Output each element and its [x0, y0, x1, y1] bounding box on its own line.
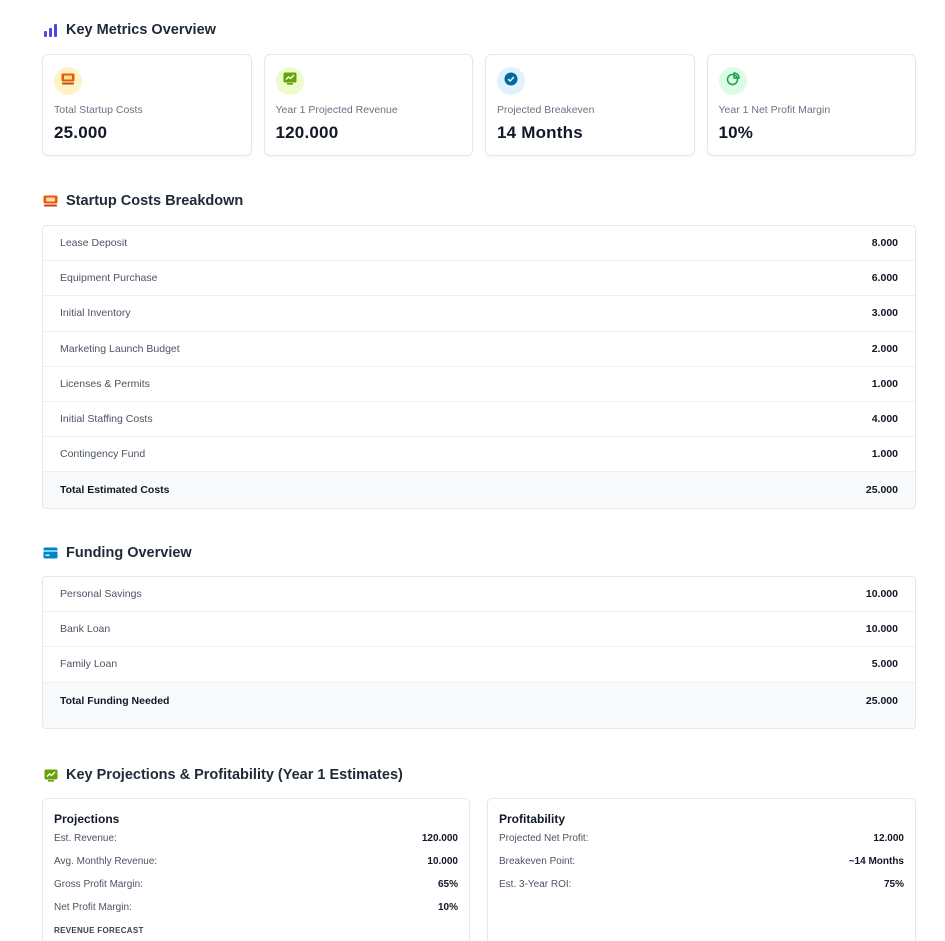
- startup-costs-table: Lease Deposit 8.000 Equipment Purchase 6.0…: [42, 225, 916, 509]
- profitability-panel: Profitability Projected Net Profit: 12.00…: [487, 798, 916, 941]
- row-value: 10.000: [865, 588, 898, 601]
- check-circle-icon: [504, 72, 518, 91]
- pie-chart-icon: [726, 71, 740, 91]
- row-value: 1.000: [871, 377, 898, 390]
- funding-table: Personal Savings 10.000 Bank Loan 10.000 F…: [42, 576, 916, 729]
- row-value: 5.000: [871, 658, 898, 671]
- cash-register-icon: [61, 72, 75, 90]
- cash-register-icon: [43, 194, 58, 209]
- startup-costs-heading: Startup Costs Breakdown: [43, 193, 243, 209]
- kv-value: 65%: [437, 879, 458, 890]
- metric-badge: [54, 67, 82, 95]
- row-label: Family Loan: [60, 658, 118, 671]
- projections-heading: Key Projections & Profitability (Year 1 …: [43, 767, 403, 783]
- row-label: Initial Inventory: [60, 307, 131, 320]
- metric-value: 14 Months: [497, 123, 583, 142]
- row-label: Lease Deposit: [60, 237, 128, 250]
- kv-key: Gross Profit Margin:: [54, 879, 143, 890]
- table-row: Licenses & Permits 1.000: [43, 367, 915, 402]
- kv-value: 120.000: [421, 833, 458, 844]
- metric-value: 120.000: [275, 123, 339, 142]
- startup-costs-title: Startup Costs Breakdown: [66, 193, 244, 209]
- kv-row: Breakeven Point: ~14 Months: [499, 856, 904, 879]
- kv-value: 75%: [883, 879, 904, 890]
- kv-row: Projected Net Profit: 12.000: [499, 833, 904, 856]
- projections-title: Key Projections & Profitability (Year 1 …: [66, 767, 403, 783]
- table-row: Family Loan 5.000: [43, 647, 915, 683]
- panel-heading: Profitability: [499, 812, 566, 826]
- kv-row: Est. Revenue: 120.000: [54, 833, 458, 856]
- row-value: 1.000: [871, 448, 898, 461]
- chart-up-icon: [43, 768, 58, 783]
- row-label: Personal Savings: [60, 588, 142, 601]
- total-label: Total Estimated Costs: [60, 483, 170, 496]
- total-label: Total Funding Needed: [60, 694, 170, 707]
- kv-key: Est. 3-Year ROI:: [499, 879, 572, 890]
- row-value: 6.000: [871, 272, 898, 285]
- row-value: 4.000: [871, 413, 898, 426]
- row-value: 8.000: [871, 237, 898, 250]
- funding-heading: Funding Overview: [43, 545, 192, 561]
- kv-key: Est. Revenue:: [54, 833, 117, 844]
- key-metrics-title: Key Metrics Overview: [66, 22, 216, 38]
- kv-row: Est. 3-Year ROI: 75%: [499, 879, 904, 902]
- panel-heading: Projections: [54, 812, 120, 826]
- metric-label: Projected Breakeven: [497, 104, 595, 116]
- kv-value: 12.000: [873, 833, 904, 844]
- projections-panel: Projections Est. Revenue: 120.000 Avg. Mo…: [42, 798, 470, 941]
- metric-card-startup-costs: Total Startup Costs 25.000: [42, 54, 252, 156]
- row-label: Contingency Fund: [60, 448, 146, 461]
- table-row: Initial Staffing Costs 4.000: [43, 402, 915, 438]
- kv-key: Breakeven Point:: [499, 856, 576, 867]
- row-value: 10.000: [865, 623, 898, 636]
- metric-label: Year 1 Net Profit Margin: [718, 104, 831, 116]
- metric-value: 10%: [718, 123, 754, 142]
- metric-badge: [497, 67, 525, 95]
- total-row: Total Funding Needed 25.000: [43, 682, 915, 728]
- kv-value: 10%: [437, 902, 458, 913]
- table-row: Bank Loan 10.000: [43, 612, 915, 648]
- row-label: Marketing Launch Budget: [60, 342, 180, 355]
- kv-key: Avg. Monthly Revenue:: [54, 856, 158, 867]
- kv-row: Gross Profit Margin: 65%: [54, 879, 458, 902]
- bar-chart-icon: [43, 23, 58, 38]
- total-row: Total Estimated Costs 25.000: [43, 472, 915, 508]
- row-label: Bank Loan: [60, 623, 111, 636]
- kv-key: Projected Net Profit:: [499, 833, 589, 844]
- kv-row: Avg. Monthly Revenue: 10.000: [54, 856, 458, 879]
- kv-value: 10.000: [427, 856, 458, 867]
- row-label: Initial Staffing Costs: [60, 413, 153, 426]
- total-value: 25.000: [865, 483, 898, 496]
- funding-title: Funding Overview: [66, 545, 192, 561]
- metric-value: 25.000: [54, 123, 108, 142]
- metric-badge: [718, 67, 747, 95]
- table-row: Marketing Launch Budget 2.000: [43, 332, 915, 367]
- table-row: Equipment Purchase 6.000: [43, 261, 915, 297]
- table-row: Contingency Fund 1.000: [43, 437, 915, 473]
- metric-badge: [275, 67, 304, 95]
- metric-card-breakeven: Projected Breakeven 14 Months: [485, 54, 695, 156]
- kv-value: ~14 Months: [848, 856, 904, 867]
- table-row: Personal Savings 10.000: [43, 577, 915, 613]
- table-row: Initial Inventory 3.000: [43, 296, 915, 332]
- kv-row: Net Profit Margin: 10%: [54, 902, 458, 925]
- row-value: 2.000: [871, 342, 898, 355]
- row-label: Licenses & Permits: [60, 377, 150, 390]
- revenue-forecast-subheading: REVENUE FORECAST: [54, 926, 144, 935]
- metric-card-projected-revenue: Year 1 Projected Revenue 120.000: [263, 54, 473, 156]
- metric-card-net-profit-margin: Year 1 Net Profit Margin 10%: [706, 54, 916, 156]
- metric-label: Total Startup Costs: [54, 104, 143, 116]
- table-row: Lease Deposit 8.000: [43, 226, 915, 262]
- row-value: 3.000: [871, 307, 898, 320]
- total-value: 25.000: [865, 694, 898, 707]
- kv-key: Net Profit Margin:: [54, 902, 132, 913]
- credit-card-icon: [43, 546, 58, 561]
- key-metrics-heading: Key Metrics Overview: [43, 22, 216, 38]
- metric-label: Year 1 Projected Revenue: [275, 104, 398, 116]
- row-label: Equipment Purchase: [60, 272, 158, 285]
- chart-up-icon: [283, 72, 297, 90]
- metrics-cards: Total Startup Costs 25.000 Year 1 Projec…: [42, 54, 916, 156]
